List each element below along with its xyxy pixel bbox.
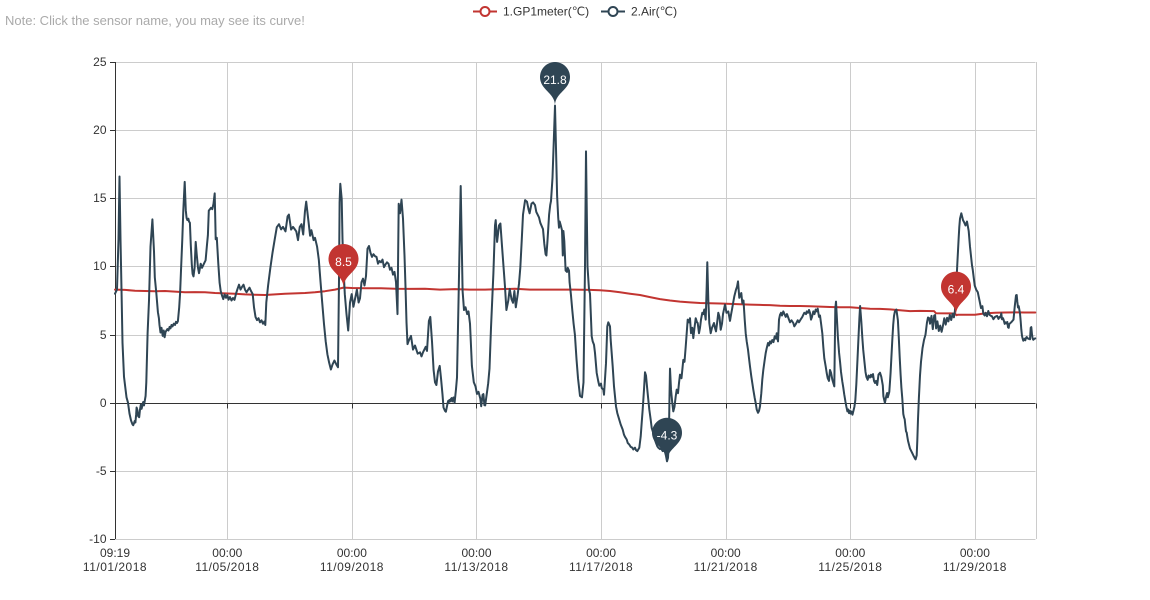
svg-text:1.GP1meter(℃): 1.GP1meter(℃) [503,5,589,19]
svg-text:00:00: 00:00 [711,546,741,560]
svg-text:00:00: 00:00 [461,546,491,560]
svg-text:00:00: 00:00 [337,546,367,560]
svg-text:11/17/2018: 11/17/2018 [569,560,633,574]
svg-text:10: 10 [93,259,107,273]
svg-text:-10: -10 [89,532,107,546]
svg-text:11/25/2018: 11/25/2018 [818,560,882,574]
svg-text:00:00: 00:00 [212,546,242,560]
svg-text:-5: -5 [96,464,107,478]
svg-text:5: 5 [100,328,107,342]
svg-text:2.Air(℃): 2.Air(℃) [631,5,677,19]
svg-text:11/13/2018: 11/13/2018 [444,560,508,574]
svg-text:8.5: 8.5 [335,255,352,269]
svg-text:11/29/2018: 11/29/2018 [943,560,1007,574]
svg-text:11/09/2018: 11/09/2018 [320,560,384,574]
svg-text:Note: Click the sensor name, y: Note: Click the sensor name, you may see… [5,13,305,28]
svg-text:00:00: 00:00 [835,546,865,560]
svg-text:25: 25 [93,55,107,69]
svg-text:09:19: 09:19 [100,546,130,560]
svg-text:11/21/2018: 11/21/2018 [694,560,758,574]
svg-text:21.8: 21.8 [543,73,567,87]
svg-text:00:00: 00:00 [960,546,990,560]
svg-text:00:00: 00:00 [586,546,616,560]
svg-text:11/05/2018: 11/05/2018 [195,560,259,574]
svg-text:-4.3: -4.3 [657,429,678,443]
svg-text:15: 15 [93,191,107,205]
svg-text:20: 20 [93,123,107,137]
svg-text:0: 0 [100,396,107,410]
svg-text:11/01/2018: 11/01/2018 [83,560,147,574]
svg-text:6.4: 6.4 [948,282,965,296]
